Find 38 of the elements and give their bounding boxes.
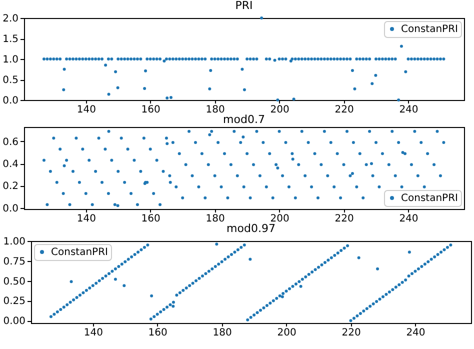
x-tick-label: 200 [270,104,290,116]
legend-label: ConstanPRI [51,247,108,258]
x-tick-label: 180 [206,104,225,116]
x-tick-label: 240 [399,104,418,116]
y-tick-label: 0.25 [3,296,26,308]
y-tick-label: 0.0 [2,203,18,214]
x-tick-label: 200 [270,214,290,224]
y-tick-label: 0.00 [3,316,26,328]
y-tick-label: 2.0 [2,14,18,24]
x-tick-label: 220 [342,328,361,338]
chart-title: mod0.97 [226,222,276,235]
y-tick-label: 0.4 [2,159,18,170]
x-tick-label: 220 [334,214,354,224]
x-tick-label: 220 [334,104,354,116]
chart-title: PRI [235,0,253,12]
y-tick-label: 0.50 [3,276,26,288]
x-tick-label: 160 [141,214,160,224]
x-tick-label: 240 [406,328,426,338]
y-tick-label: 0.2 [2,181,18,192]
x-tick-label: 160 [148,328,168,338]
y-tick-label: 1.0 [2,54,18,66]
x-tick-label: 160 [141,104,160,116]
x-tick-label: 200 [277,328,296,338]
y-tick-label: 0.6 [2,136,18,148]
y-tick-label: 0.5 [2,75,18,86]
x-tick-label: 140 [76,214,96,224]
chart-title: mod0.7 [223,113,265,126]
legend-label: ConstanPRI [401,193,458,204]
x-tick-label: 240 [399,214,418,224]
y-tick-label: 0.75 [3,256,26,268]
y-tick-label: 0.0 [2,96,18,106]
x-tick-label: 180 [212,328,232,338]
x-tick-label: 140 [76,104,96,116]
y-tick-label: 1.5 [2,34,18,45]
y-tick-label: 1.00 [3,236,26,248]
x-tick-label: 180 [206,214,225,224]
x-tick-label: 140 [84,328,103,338]
legend-label: ConstanPRI [401,24,458,35]
